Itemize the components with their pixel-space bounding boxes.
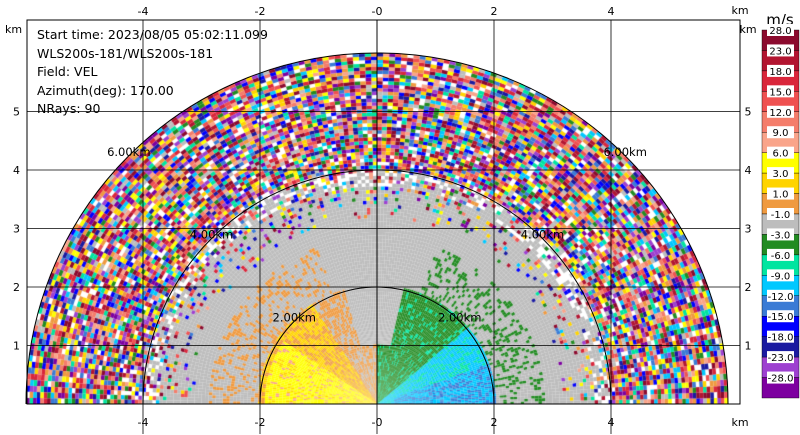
colorbar-label-bg: [767, 228, 794, 241]
range-ring: [25, 52, 729, 405]
y-tick-label-left: 5: [13, 106, 20, 119]
x-tick-label-top: -0: [372, 5, 383, 18]
colorbar-label: -23.0: [768, 353, 794, 364]
colorbar-label-bg: [767, 24, 794, 36]
y-tick-label-left: 2: [13, 281, 20, 294]
colorbar-label: -6.0: [771, 251, 791, 262]
y-tick-label-left: 3: [13, 223, 20, 236]
y-tick-label-right: 1: [745, 340, 752, 353]
colorbar-label-bg: [767, 371, 794, 384]
y-tick-label-right: 5: [745, 106, 752, 119]
colorbar-label: -15.0: [768, 312, 794, 323]
colorbar-label-bg: [767, 187, 794, 200]
colorbar-label-bg: [767, 126, 794, 139]
colorbar-label-bg: [767, 167, 794, 180]
y-tick-label-right: 4: [745, 164, 752, 177]
colorbar-label-bg: [767, 330, 794, 343]
colorbar-label: 28.0: [769, 26, 791, 37]
colorbar-label-bg: [767, 310, 794, 323]
colorbar-label-bg: [767, 146, 794, 159]
y-tick-label-left: 1: [13, 340, 20, 353]
colorbar-label: 15.0: [769, 87, 791, 98]
colorbar-label-bg: [767, 208, 794, 220]
ring-label: 4.00km: [521, 228, 564, 242]
colorbar-label: 18.0: [769, 67, 791, 78]
colorbar-label: 23.0: [769, 46, 791, 57]
axis-unit-label: km: [731, 4, 748, 17]
nrays-text: NRays: 90: [37, 101, 101, 116]
axis-unit-label: km: [731, 416, 748, 429]
ring-label: 6.00km: [107, 145, 150, 159]
y-tick-label-right: 3: [745, 223, 752, 236]
colorbar-label-bg: [767, 269, 794, 282]
x-tick-label-top: -2: [255, 5, 266, 18]
colorbar-label-bg: [767, 85, 794, 98]
x-tick-label-top: 4: [608, 5, 615, 18]
plot-frame: [26, 19, 741, 405]
x-tick-label-top: 2: [491, 5, 498, 18]
colorbar-label: -1.0: [771, 210, 791, 221]
axis-unit-label: km: [5, 23, 22, 36]
ring-label: 2.00km: [273, 310, 316, 324]
colorbar-label-bg: [767, 289, 794, 302]
range-ring: [142, 169, 612, 405]
start-time-text: Start time: 2023/08/05 05:02:11.099: [37, 27, 268, 42]
colorbar-label-bg: [767, 248, 794, 261]
instrument-text: WLS200s-181/WLS200s-181: [37, 45, 214, 61]
ring-label: 2.00km: [438, 310, 481, 324]
y-tick-label-left: 4: [13, 164, 20, 177]
colorbar-label: -3.0: [771, 230, 791, 241]
colorbar-label: 3.0: [773, 169, 789, 180]
field-text: Field: VEL: [37, 64, 98, 79]
y-tick-label-right: 2: [745, 281, 752, 294]
colorbar-label: 12.0: [769, 108, 791, 119]
colorbar-label-bg: [767, 105, 794, 118]
colorbar-label-bg: [767, 351, 794, 364]
colorbar-label: 6.0: [773, 149, 789, 160]
range-ring: [259, 286, 495, 405]
colorbar-label: -9.0: [771, 271, 791, 282]
ring-label: 4.00km: [190, 228, 233, 242]
axis-unit-label: km: [739, 23, 756, 36]
colorbar-label: 9.0: [773, 128, 789, 139]
azimuth-text: Azimuth(deg): 170.00: [37, 82, 174, 98]
colorbar-label-bg: [767, 44, 794, 57]
scan-info-box: Start time: 2023/08/05 05:02:11.099 WLS2…: [37, 26, 268, 119]
colorbar-label: -12.0: [768, 292, 794, 303]
colorbar-label: -28.0: [768, 374, 794, 385]
colorbar-label-bg: [767, 64, 794, 77]
colorbar-label: 1.0: [773, 190, 789, 201]
colorbar-label: -18.0: [768, 333, 794, 344]
x-tick-label-top: -4: [138, 5, 149, 18]
ring-label: 6.00km: [603, 145, 646, 159]
